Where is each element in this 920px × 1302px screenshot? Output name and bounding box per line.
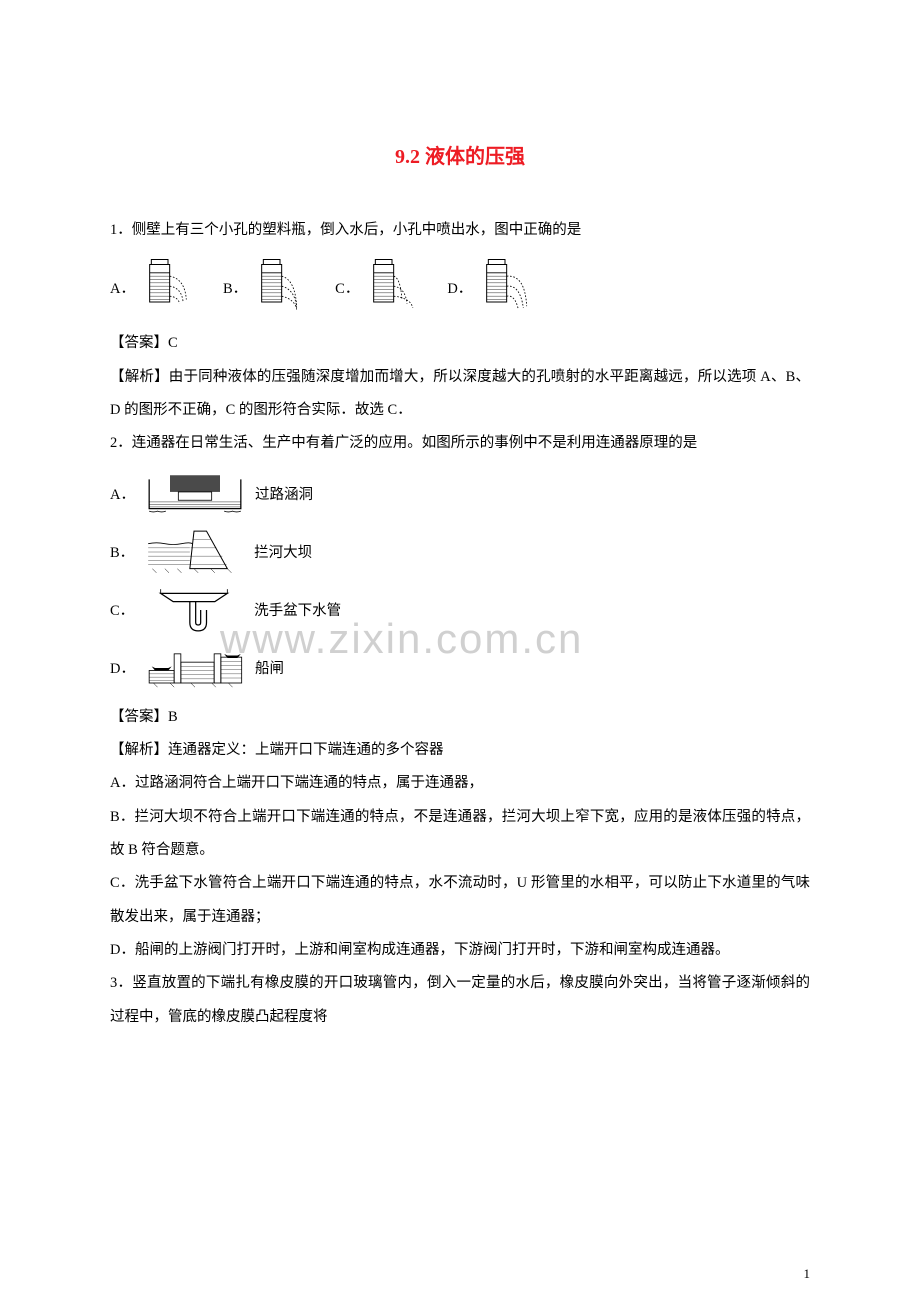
q1-answer: 【答案】C — [110, 327, 810, 360]
q2-option-b: B． 拦河大坝 — [110, 527, 810, 577]
q1-options: A． B． — [110, 257, 810, 317]
q1-option-c-label: C． — [335, 277, 359, 298]
q1-option-a: A． — [110, 257, 193, 317]
bottle-d-icon — [480, 257, 530, 317]
q2-option-a-text: 过路涵洞 — [255, 483, 313, 504]
q2-explain-b: B．拦河大坝不符合上端开口下端连通的特点，不是连通器，拦河大坝上窄下宽，应用的是… — [110, 801, 810, 868]
dam-icon — [144, 527, 244, 577]
page-title: 9.2 液体的压强 — [110, 140, 810, 169]
q1-option-d: D． — [447, 257, 530, 317]
q2-stem: 2．连通器在日常生活、生产中有着广泛的应用。如图所示的事例中不是利用连通器原理的… — [110, 427, 810, 460]
sink-trap-icon — [144, 585, 244, 635]
bottle-a-icon — [143, 257, 193, 317]
bottle-c-icon — [367, 257, 417, 317]
q1-option-b-label: B． — [223, 277, 247, 298]
q2-option-a-prefix: A． — [110, 483, 135, 504]
q2-explain-d: D．船闸的上游阀门打开时，上游和闸室构成连通器，下游阀门打开时，下游和闸室构成连… — [110, 934, 810, 967]
q2-option-b-text: 拦河大坝 — [254, 541, 312, 562]
q2-explain-1: 【解析】连通器定义：上端开口下端连通的多个容器 — [110, 734, 810, 767]
q3-stem: 3．竖直放置的下端扎有橡皮膜的开口玻璃管内，倒入一定量的水后，橡皮膜向外突出，当… — [110, 967, 810, 1034]
q1-option-c: C． — [335, 257, 417, 317]
q2-option-d-text: 船闸 — [255, 657, 284, 678]
q2-option-c-prefix: C． — [110, 599, 134, 620]
q1-stem: 1．侧壁上有三个小孔的塑料瓶，倒入水后，小孔中喷出水，图中正确的是 — [110, 214, 810, 247]
q2-option-b-prefix: B． — [110, 541, 134, 562]
q1-option-a-label: A． — [110, 277, 135, 298]
q2-answer: 【答案】B — [110, 701, 810, 734]
q1-explain: 【解析】由于同种液体的压强随深度增加而增大，所以深度越大的孔喷射的水平距离越远，… — [110, 361, 810, 428]
document-content: 9.2 液体的压强 1．侧壁上有三个小孔的塑料瓶，倒入水后，小孔中喷出水，图中正… — [110, 140, 810, 1034]
bottle-b-icon — [255, 257, 305, 317]
q2-option-d: D． — [110, 643, 810, 693]
culvert-icon — [145, 469, 245, 519]
q1-option-b: B． — [223, 257, 305, 317]
q2-option-c: C． 洗手盆下水管 — [110, 585, 810, 635]
page-number: 1 — [804, 1266, 811, 1282]
q2-explain-a: A．过路涵洞符合上端开口下端连通的特点，属于连通器， — [110, 767, 810, 800]
q2-option-d-prefix: D． — [110, 657, 135, 678]
q2-option-a: A． 过路涵洞 — [110, 469, 810, 519]
q2-option-c-text: 洗手盆下水管 — [254, 599, 341, 620]
q1-option-d-label: D． — [447, 277, 472, 298]
ship-lock-icon — [145, 643, 245, 693]
q2-explain-c: C．洗手盆下水管符合上端开口下端连通的特点，水不流动时，U 形管里的水相平，可以… — [110, 867, 810, 934]
